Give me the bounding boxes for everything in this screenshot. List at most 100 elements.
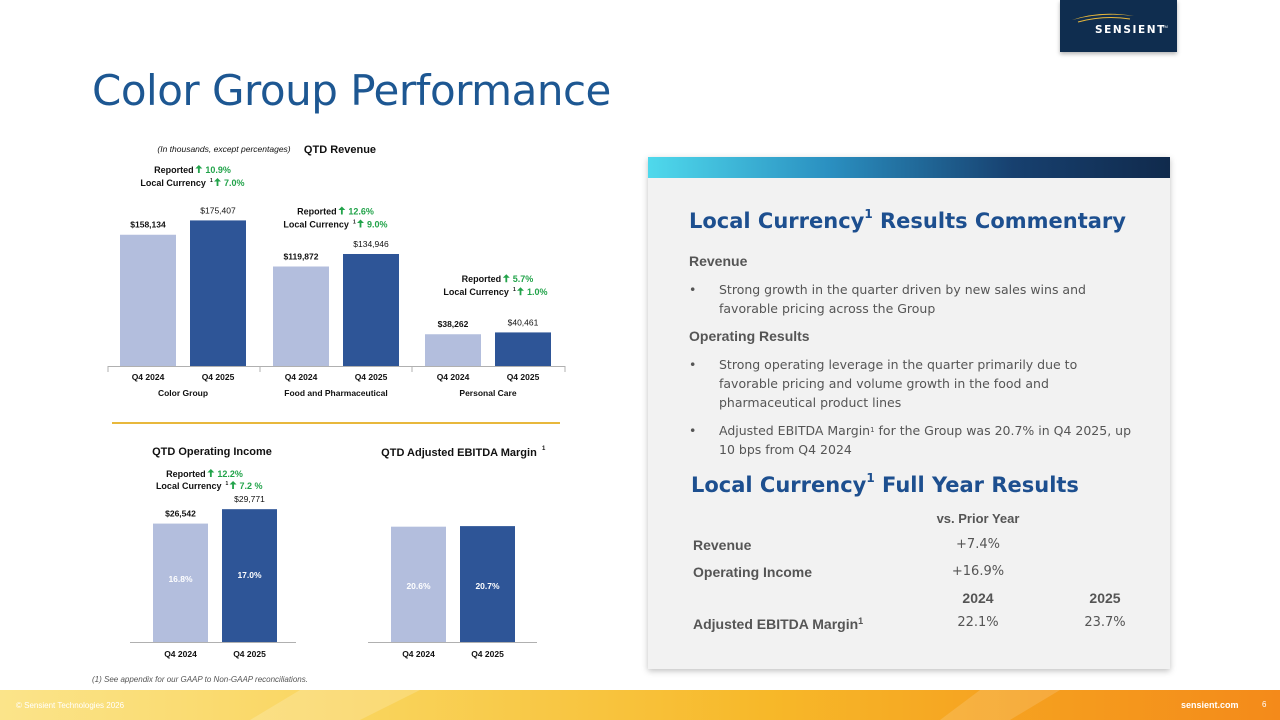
fy-revenue-label: Revenue bbox=[693, 537, 752, 553]
oi-local-change-value: 7.2 % bbox=[240, 481, 263, 491]
revenue-group-label: Personal Care bbox=[459, 388, 516, 398]
revenue-bar bbox=[495, 332, 551, 366]
charts-svg: (In thousands, except percentages) QTD Re… bbox=[107, 144, 566, 659]
commentary-heading-sup: 1 bbox=[864, 207, 873, 221]
oi-reported-change-label: Reported bbox=[166, 469, 206, 479]
ebitda-margin-value-label: 20.6% bbox=[406, 581, 431, 591]
bullet-dot: • bbox=[689, 282, 697, 297]
ebitda-bullet: • Adjusted EBITDA Margin1 for the Group … bbox=[689, 421, 1139, 459]
charts-area: (In thousands, except percentages) QTD Re… bbox=[0, 0, 640, 690]
revenue-group-label: Color Group bbox=[158, 388, 208, 398]
ebitda-margin-tick-label: Q4 2024 bbox=[402, 649, 435, 659]
revenue-reported-change-label: Reported bbox=[462, 274, 502, 284]
logo-trademark: TM bbox=[1162, 24, 1168, 29]
fy-year-header-2024: 2024 bbox=[962, 590, 994, 606]
commentary-panel: Local Currency1 Results Commentary Reven… bbox=[648, 157, 1170, 669]
revenue-bar-value: $38,262 bbox=[438, 319, 469, 329]
operating-income-tick-label: Q4 2025 bbox=[233, 649, 266, 659]
revenue-tick-label: Q4 2024 bbox=[437, 372, 470, 382]
revenue-local-change-value: 1.0% bbox=[527, 287, 548, 297]
logo-wordmark: SENSIENT bbox=[1095, 24, 1166, 36]
revenue-tick-label: Q4 2025 bbox=[355, 372, 388, 382]
revenue-bar-value: $40,461 bbox=[508, 317, 539, 327]
revenue-local-change-sup: 1 bbox=[210, 178, 213, 184]
revenue-bar-value: $119,872 bbox=[284, 252, 319, 262]
panel-gradient-bar bbox=[648, 157, 1170, 178]
oi-reported-change-up-arrow-icon bbox=[207, 469, 215, 477]
full-year-heading-sup: 1 bbox=[866, 471, 875, 485]
operating-income-tick-label: Q4 2024 bbox=[164, 649, 197, 659]
oi-local-change-sup: 1 bbox=[226, 481, 229, 487]
fy-margin-label-text: Adjusted EBITDA Margin bbox=[693, 616, 859, 632]
ebitda-margin-title: QTD Adjusted EBITDA Margin bbox=[381, 447, 537, 459]
fy-margin-label: Adjusted EBITDA Margin1 bbox=[693, 616, 863, 632]
revenue-bullet: • Strong growth in the quarter driven by… bbox=[689, 280, 1139, 318]
revenue-bar bbox=[190, 220, 246, 366]
revenue-reported-change-value: 5.7% bbox=[513, 274, 534, 284]
revenue-bar-value: $175,407 bbox=[200, 205, 236, 215]
operating-income-bar-value: $26,542 bbox=[165, 509, 196, 519]
revenue-tick-label: Q4 2025 bbox=[202, 372, 235, 382]
revenue-bar bbox=[120, 234, 176, 366]
fy-revenue-value: +7.4% bbox=[956, 537, 1000, 552]
revenue-tick-label: Q4 2025 bbox=[507, 372, 540, 382]
revenue-local-change-up-arrow-icon bbox=[214, 178, 221, 186]
revenue-subheading: Revenue bbox=[689, 253, 748, 269]
commentary-heading-rest: Results Commentary bbox=[880, 209, 1126, 233]
oi-local-change-label: Local Currency bbox=[156, 481, 222, 491]
revenue-local-change-label: Local Currency bbox=[283, 220, 349, 230]
revenue-group-label: Food and Pharmaceutical bbox=[284, 388, 387, 398]
operating-income-bar bbox=[222, 509, 277, 642]
ebitda-bullet-sup: 1 bbox=[870, 426, 875, 434]
footer-decoration bbox=[250, 690, 1060, 720]
revenue-tick-label: Q4 2024 bbox=[132, 372, 165, 382]
revenue-bar-value: $158,134 bbox=[130, 220, 166, 230]
operating-income-bar-value: $29,771 bbox=[234, 494, 265, 504]
operating-subheading: Operating Results bbox=[689, 328, 810, 344]
revenue-reported-change-value: 10.9% bbox=[205, 165, 231, 175]
footer-site-link[interactable]: sensient.com bbox=[1181, 700, 1239, 710]
ebitda-bullet-text-a: Adjusted EBITDA Margin bbox=[719, 423, 871, 438]
full-year-heading: Local Currency1 Full Year Results bbox=[691, 471, 1079, 497]
footer-copyright: © Sensient Technologies 2026 bbox=[16, 701, 125, 710]
revenue-local-change-sup: 1 bbox=[353, 220, 356, 226]
vs-prior-year-header: vs. Prior Year bbox=[936, 511, 1020, 526]
revenue-local-change-up-arrow-icon bbox=[357, 219, 364, 228]
operating-income-margin-label: 16.8% bbox=[168, 574, 193, 584]
revenue-local-change-up-arrow-icon bbox=[517, 287, 524, 296]
fy-operating-income-label: Operating Income bbox=[693, 564, 813, 580]
revenue-reported-change-label: Reported bbox=[154, 165, 194, 175]
revenue-reported-change-up-arrow-icon bbox=[338, 206, 346, 215]
ebitda-margin-title-sup: 1 bbox=[542, 446, 546, 452]
ebitda-margin-bar bbox=[391, 526, 446, 642]
page-title: Color Group Performance bbox=[92, 66, 611, 115]
fy-margin-2025: 23.7% bbox=[1084, 615, 1126, 630]
revenue-bar-value: $134,946 bbox=[353, 239, 389, 249]
footnote: (1) See appendix for our GAAP to Non-GAA… bbox=[92, 675, 308, 684]
revenue-local-change-label: Local Currency bbox=[443, 287, 509, 297]
operating-bullet-text: Strong operating leverage in the quarter… bbox=[719, 357, 1078, 410]
swoosh-icon bbox=[1072, 13, 1134, 23]
fy-margin-2024: 22.1% bbox=[957, 615, 999, 630]
revenue-tick-label: Q4 2024 bbox=[285, 372, 318, 382]
revenue-reported-change-label: Reported bbox=[297, 207, 337, 217]
fy-operating-income-value: +16.9% bbox=[951, 564, 1005, 579]
commentary-heading: Local Currency1 Results Commentary bbox=[689, 207, 1126, 233]
ebitda-margin-tick-label: Q4 2025 bbox=[471, 649, 504, 659]
revenue-bullet-text: Strong growth in the quarter driven by n… bbox=[719, 282, 1086, 316]
revenue-local-change-sup: 1 bbox=[513, 287, 516, 293]
revenue-bar bbox=[425, 334, 481, 366]
full-year-heading-text: Local Currency bbox=[691, 473, 867, 497]
ebitda-margin-bar bbox=[460, 526, 515, 642]
oi-local-change-up-arrow-icon bbox=[229, 481, 237, 489]
revenue-local-change-label: Local Currency bbox=[140, 178, 206, 188]
full-year-heading-rest: Full Year Results bbox=[882, 473, 1079, 497]
revenue-reported-change-up-arrow-icon bbox=[195, 165, 203, 173]
fy-year-header-2025: 2025 bbox=[1089, 590, 1121, 606]
commentary-heading-text: Local Currency bbox=[689, 209, 865, 233]
fy-margin-label-sup: 1 bbox=[858, 616, 864, 626]
footer-bar: © Sensient Technologies 2026 sensient.co… bbox=[0, 690, 1280, 720]
revenue-chart-title: QTD Revenue bbox=[304, 144, 376, 156]
operating-income-margin-label: 17.0% bbox=[237, 570, 262, 580]
operating-bullet: • Strong operating leverage in the quart… bbox=[689, 355, 1139, 412]
